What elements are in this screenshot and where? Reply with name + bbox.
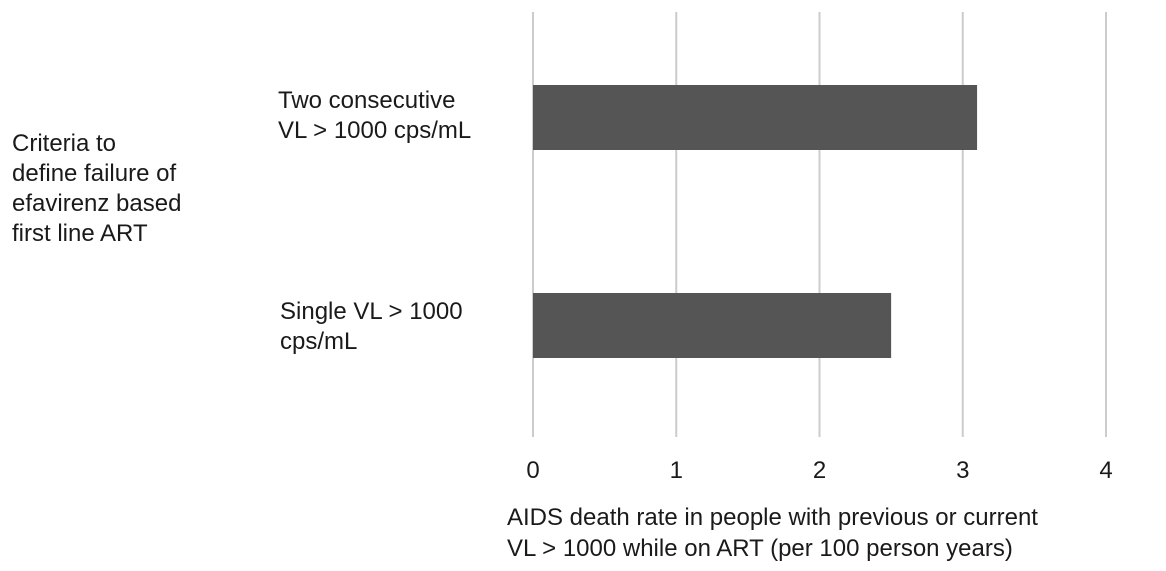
x-tick-label-2: 2: [813, 457, 826, 484]
y-axis-title: Criteria to define failure of efavirenz …: [12, 130, 182, 247]
bars: [533, 85, 978, 358]
x-tick-label-1: 1: [670, 457, 683, 484]
category-label-two-consecutive: Two consecutive VL > 1000 cps/mL: [278, 87, 472, 144]
x-tick-label-4: 4: [1099, 457, 1112, 484]
x-tick-label-3: 3: [956, 457, 969, 484]
x-tick-label-0: 0: [526, 457, 539, 484]
x-axis-title: AIDS death rate in people with previous …: [507, 504, 1038, 562]
bar-0: [533, 85, 978, 150]
bar-1: [533, 293, 892, 358]
category-label-single: Single VL > 1000 cps/mL: [280, 298, 463, 355]
gridlines: [532, 12, 1107, 437]
x-tick-labels: 0 1 2 3 4: [526, 457, 1112, 484]
